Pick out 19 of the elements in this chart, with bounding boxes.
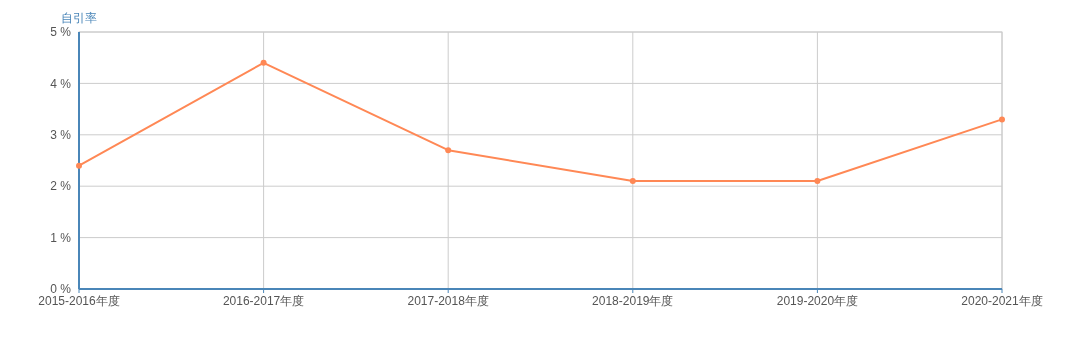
x-tick-label: 2016-2017年度 [222, 294, 305, 308]
point [445, 147, 452, 154]
x-tick-label: 2018-2019年度 [592, 294, 674, 308]
x-tick-label: 2015-2016年度 [38, 294, 120, 308]
point [999, 116, 1005, 123]
x-tick-label: 2019-2020年度 [776, 294, 859, 308]
point [260, 59, 267, 66]
x-tick-label: 2020-2021年度 [961, 294, 1043, 308]
y-tick-label: 5 % [50, 25, 72, 40]
point [76, 162, 82, 169]
y-tick-label: 3 % [50, 128, 72, 142]
point [629, 178, 636, 185]
y-tick-label: 0 % [50, 282, 72, 297]
y-tick-label: 2 % [50, 179, 72, 194]
x-tick-label: 2017-2018年度 [407, 294, 489, 308]
y-tick-label: 4 % [50, 76, 72, 91]
y-axis-title: 自引率 [61, 11, 97, 25]
point [814, 178, 821, 185]
y-tick-label: 1 % [50, 230, 72, 245]
